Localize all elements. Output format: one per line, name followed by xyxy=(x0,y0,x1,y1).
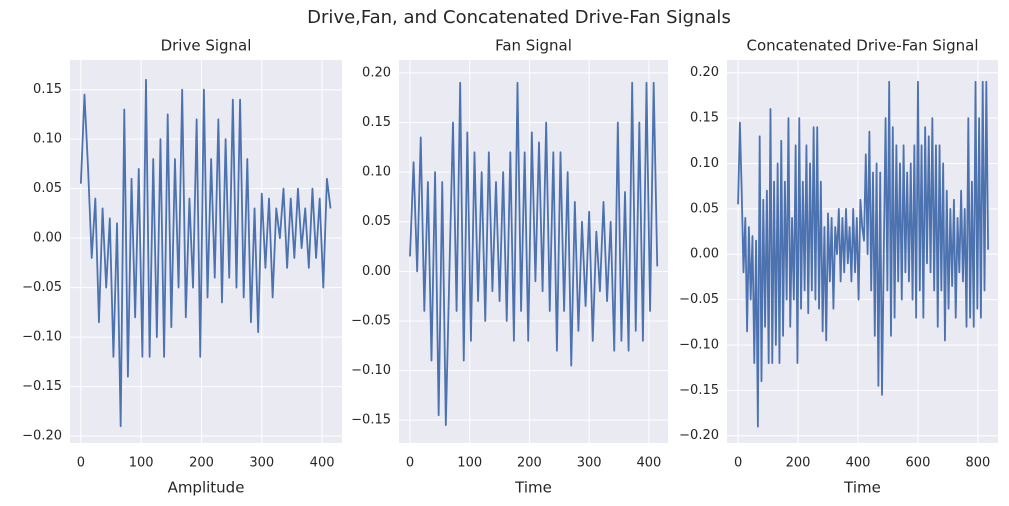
y-tick-label: −0.20 xyxy=(679,428,719,443)
y-tick-label: 0.00 xyxy=(362,264,391,279)
x-tick-label: 0 xyxy=(734,456,742,471)
x-tick-label: 800 xyxy=(966,456,991,471)
x-tick-label: 600 xyxy=(906,456,931,471)
y-tick-label: −0.10 xyxy=(679,337,719,352)
x-tick-label: 400 xyxy=(636,456,661,471)
y-tick-label: 0.15 xyxy=(33,82,62,97)
signal-line xyxy=(737,80,990,428)
x-axis-label: Time xyxy=(514,479,552,497)
x-tick-label: 300 xyxy=(577,456,602,471)
x-tick-label: 200 xyxy=(189,456,214,471)
x-tick-label: 100 xyxy=(457,456,482,471)
x-tick-label: 0 xyxy=(77,456,85,471)
y-tick-label: 0.20 xyxy=(362,65,391,80)
signal-line xyxy=(409,81,659,427)
y-tick-label: −0.10 xyxy=(22,330,62,345)
y-tick-label: 0.15 xyxy=(690,111,719,126)
x-tick-label: 200 xyxy=(517,456,542,471)
y-tick-label: 0.10 xyxy=(33,132,62,147)
y-tick-label: 0.20 xyxy=(690,65,719,80)
y-tick-label: −0.05 xyxy=(679,292,719,307)
y-tick-label: −0.20 xyxy=(22,429,62,444)
y-tick-label: −0.10 xyxy=(351,363,391,378)
y-tick-label: 0.05 xyxy=(362,214,391,229)
x-axis-label: Time xyxy=(843,479,881,497)
y-tick-label: 0.05 xyxy=(690,201,719,216)
y-tick-label: 0.00 xyxy=(690,247,719,262)
y-tick-label: 0.00 xyxy=(33,231,62,246)
axes-title: Concatenated Drive-Fan Signal xyxy=(746,37,978,55)
x-tick-label: 300 xyxy=(249,456,274,471)
y-tick-label: 0.15 xyxy=(362,115,391,130)
x-tick-label: 0 xyxy=(406,456,414,471)
x-axis-label: Amplitude xyxy=(168,479,245,497)
y-tick-label: 0.10 xyxy=(362,165,391,180)
axes-title: Drive Signal xyxy=(161,37,252,55)
y-tick-label: −0.15 xyxy=(351,413,391,428)
y-tick-label: −0.15 xyxy=(22,379,62,394)
y-tick-label: 0.10 xyxy=(690,156,719,171)
figure-title: Drive,Fan, and Concatenated Drive-Fan Si… xyxy=(307,7,731,28)
y-tick-label: −0.05 xyxy=(351,313,391,328)
signal-line xyxy=(79,78,332,428)
x-tick-label: 100 xyxy=(129,456,154,471)
x-tick-label: 400 xyxy=(846,456,871,471)
y-tick-label: −0.05 xyxy=(22,280,62,295)
y-tick-label: −0.15 xyxy=(679,383,719,398)
y-tick-label: 0.05 xyxy=(33,181,62,196)
axes-title: Fan Signal xyxy=(495,37,572,55)
x-tick-label: 200 xyxy=(786,456,811,471)
x-tick-label: 400 xyxy=(310,456,335,471)
